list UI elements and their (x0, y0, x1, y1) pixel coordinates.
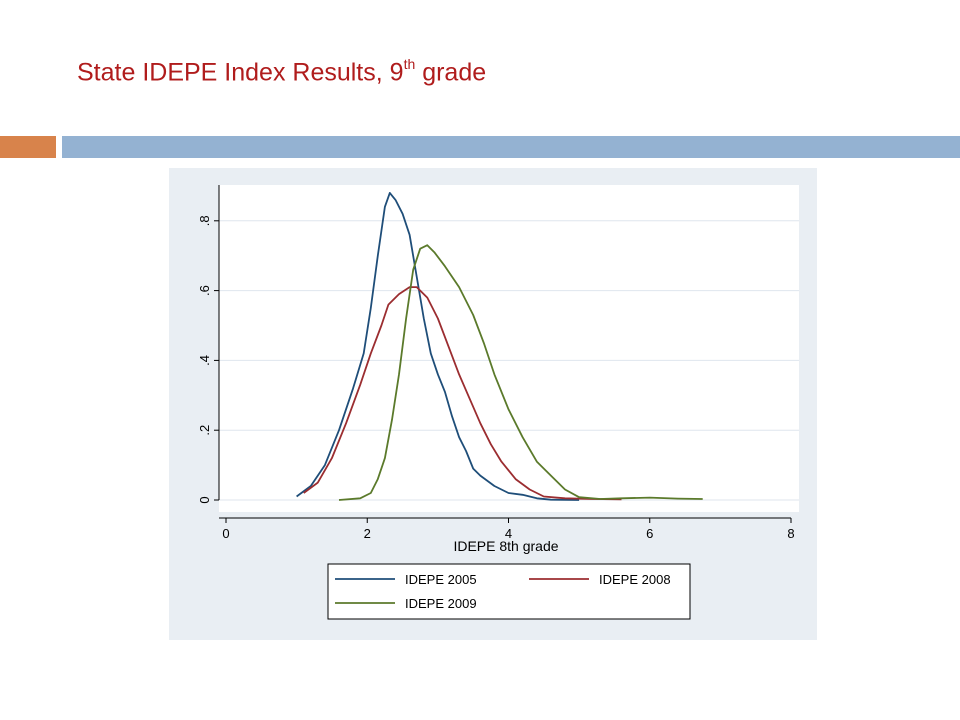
accent-bar-blue (62, 136, 960, 158)
x-tick-label: 4 (505, 526, 512, 541)
x-axis-label: IDEPE 8th grade (453, 538, 558, 554)
legend-label: IDEPE 2009 (405, 596, 477, 611)
x-tick-label: 8 (787, 526, 794, 541)
accent-bar-orange (0, 136, 56, 158)
legend-label: IDEPE 2005 (405, 572, 477, 587)
series-line-1 (296, 192, 580, 501)
figure-panel: 0 .2 .4 .6 .8 0 2 4 6 8 IDEPE 8th grade IDEPE 200… (169, 168, 817, 640)
legend-box (327, 563, 691, 620)
plot-area (219, 185, 799, 512)
x-tick-label: 0 (222, 526, 229, 541)
y-tick-label: .6 (197, 285, 212, 296)
series-line-2 (303, 286, 622, 501)
x-tick-label: 6 (646, 526, 653, 541)
legend-label: IDEPE 2008 (599, 572, 671, 587)
slide-title-superscript: th (403, 56, 416, 72)
y-tick-label: .4 (197, 355, 212, 366)
density-chart: 0 .2 .4 .6 .8 0 2 4 6 8 IDEPE 8th grade IDEPE 200… (197, 185, 799, 620)
y-tick-label: .8 (197, 215, 212, 226)
slide-title-tail: grade (415, 58, 487, 87)
y-tick-label: 0 (197, 496, 212, 503)
x-tick-label: 2 (364, 526, 371, 541)
slide-title-main: State IDEPE Index Results, 9 (77, 58, 404, 87)
slide-title: State IDEPE Index Results, 9th grade (77, 56, 487, 87)
series-line-3 (338, 244, 703, 501)
y-tick-label: .2 (197, 425, 212, 436)
